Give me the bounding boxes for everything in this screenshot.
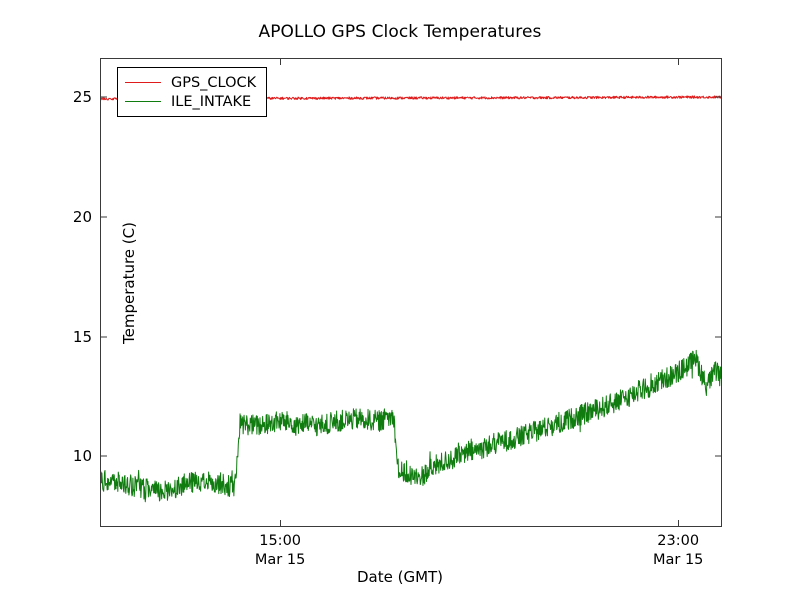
x-tick-label: 23:00 Mar 15: [653, 532, 703, 570]
y-tick-mark: [715, 216, 721, 218]
y-tick-label: 10: [72, 447, 92, 466]
x-axis-label: Date (GMT): [356, 568, 444, 586]
x-tick-date: Mar 15: [254, 552, 306, 568]
x-tick-mark: [280, 59, 282, 65]
legend-color-swatch: [125, 101, 161, 102]
y-tick-mark: [101, 96, 107, 98]
x-tick-time: 15:00: [259, 533, 302, 549]
y-tick-mark: [715, 96, 721, 98]
x-tick-time: 23:00: [657, 533, 700, 549]
y-tick-label: 20: [72, 207, 92, 226]
y-tick-mark: [715, 336, 721, 338]
y-tick-mark: [715, 455, 721, 457]
y-tick-mark: [101, 455, 107, 457]
series-line-ile_intake: [101, 350, 721, 501]
x-tick-label: 15:00 Mar 15: [255, 532, 305, 570]
x-tick-date: Mar 15: [652, 552, 704, 568]
chart-legend: GPS_CLOCK ILE_INTAKE: [117, 67, 268, 117]
legend-item: ILE_INTAKE: [125, 92, 256, 111]
x-tick-mark: [678, 520, 680, 526]
y-tick-label: 25: [72, 88, 92, 107]
legend-label: GPS_CLOCK: [171, 74, 257, 91]
y-tick-label: 15: [72, 327, 92, 346]
x-tick-mark: [280, 520, 282, 526]
plot-canvas: [101, 59, 721, 526]
y-tick-mark: [101, 336, 107, 338]
legend-color-swatch: [125, 82, 161, 83]
legend-label: ILE_INTAKE: [171, 93, 252, 110]
chart-title: APOLLO GPS Clock Temperatures: [258, 22, 542, 42]
y-tick-mark: [101, 216, 107, 218]
x-tick-mark: [678, 59, 680, 65]
legend-item: GPS_CLOCK: [125, 73, 256, 92]
